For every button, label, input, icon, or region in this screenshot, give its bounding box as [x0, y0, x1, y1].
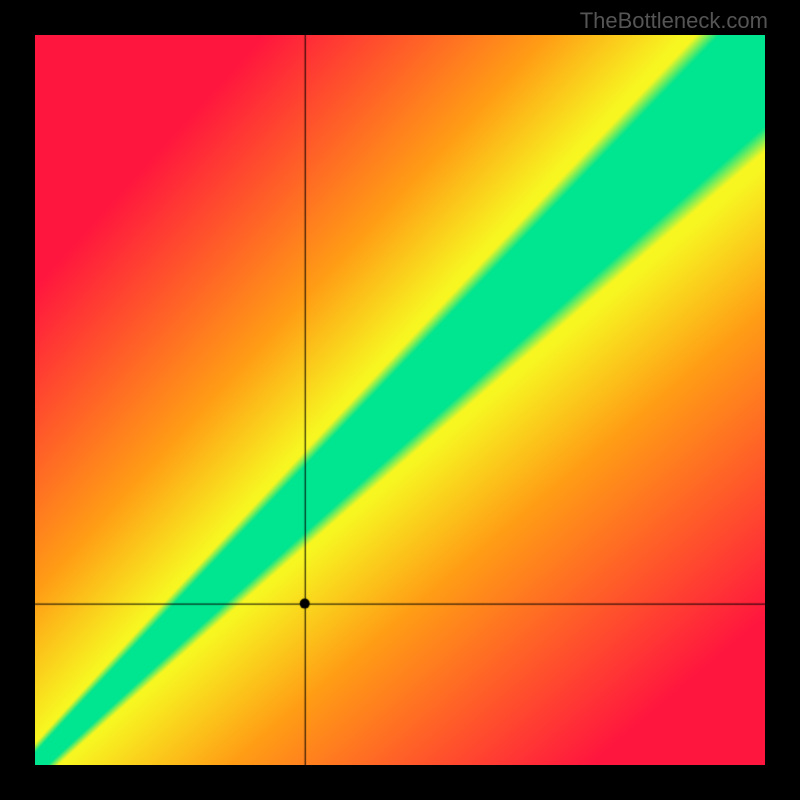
heatmap-canvas	[35, 35, 765, 765]
heatmap-plot	[35, 35, 765, 765]
chart-container: TheBottleneck.com	[0, 0, 800, 800]
watermark-text: TheBottleneck.com	[580, 8, 768, 34]
